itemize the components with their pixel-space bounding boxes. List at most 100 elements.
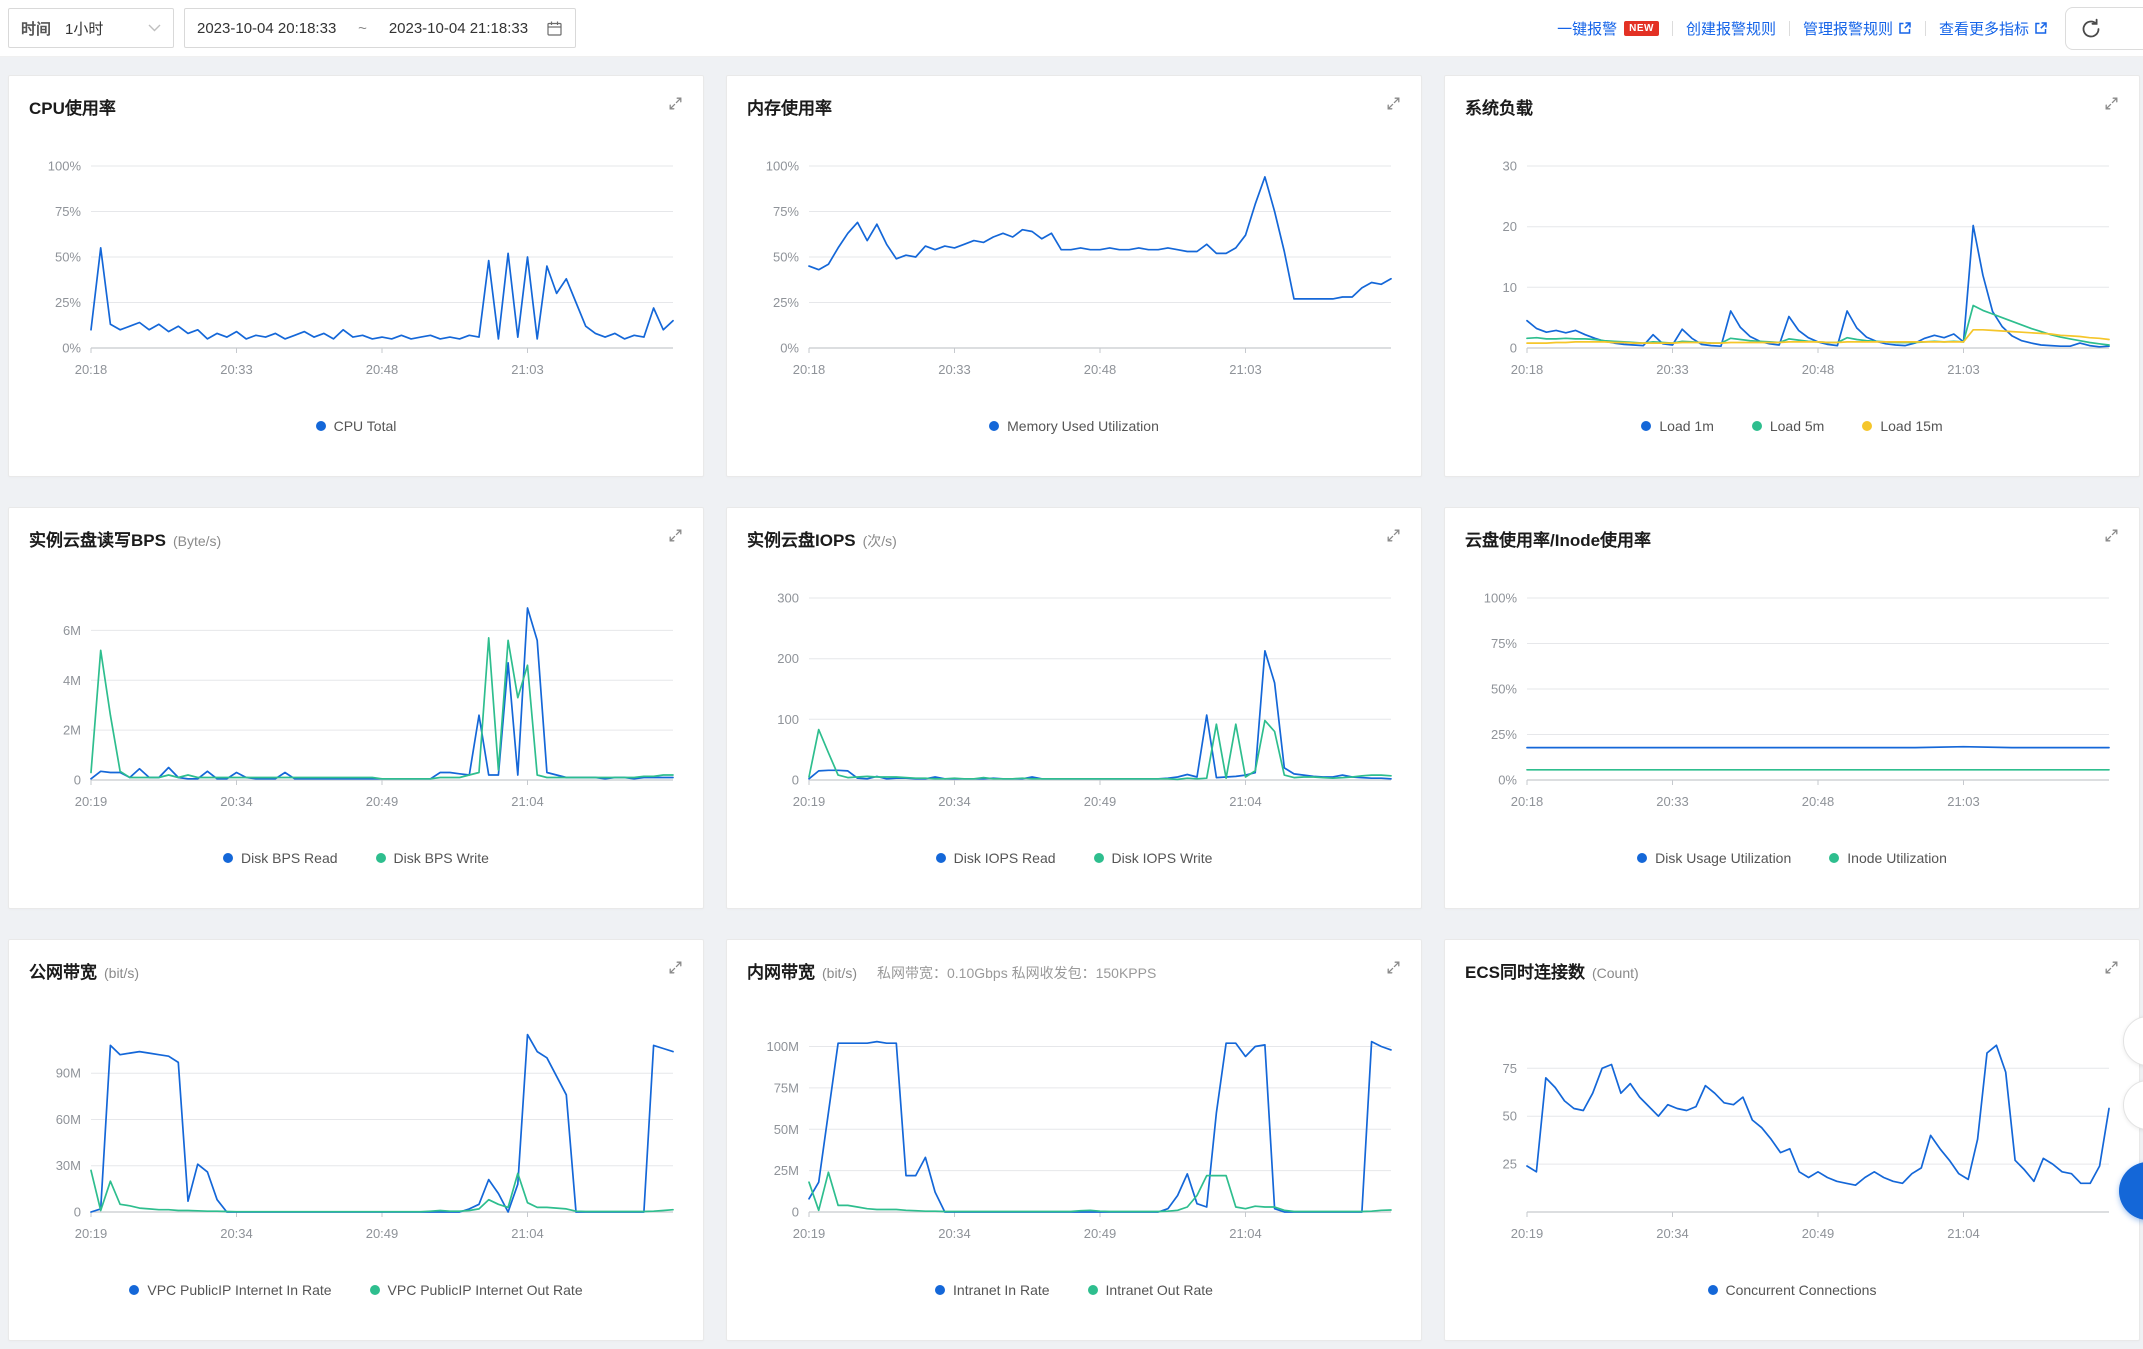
svg-text:60M: 60M bbox=[56, 1112, 81, 1127]
ecs-connections-chart[interactable]: 25 50 75 20:19 20:34 20:49 21:04 bbox=[1465, 994, 2119, 1266]
legend-label: Concurrent Connections bbox=[1725, 1282, 1877, 1298]
refresh-icon bbox=[2082, 18, 2100, 37]
legend-item[interactable]: Memory Used Utilization bbox=[989, 418, 1159, 434]
legend-item[interactable]: Intranet In Rate bbox=[935, 1282, 1050, 1298]
one-click-alarm-link[interactable]: 一键报警 bbox=[1557, 20, 1618, 38]
svg-text:50%: 50% bbox=[1491, 682, 1517, 697]
date-end: 2023-10-04 21:18:33 bbox=[388, 19, 529, 37]
legend-dot bbox=[1641, 421, 1652, 431]
svg-text:21:03: 21:03 bbox=[1947, 362, 1980, 377]
svg-text:20:48: 20:48 bbox=[1802, 362, 1835, 377]
svg-text:200: 200 bbox=[777, 651, 799, 666]
memory-usage-chart[interactable]: 0% 25% 50% 75% 100% 20:18 20:33 20:48 21:03 bbox=[747, 130, 1401, 402]
public-bandwidth-chart[interactable]: 0 30M 60M 90M 20:19 20:34 20:49 21:04 bbox=[29, 994, 683, 1266]
legend-label: Disk Usage Utilization bbox=[1655, 850, 1792, 866]
time-range-select[interactable]: 时间 1小时 bbox=[8, 8, 174, 48]
chart-card-system-load: 系统负载 0 10 20 30 20:18 20:33 20:48 21:03 Load 1m… bbox=[1444, 75, 2140, 477]
expand-icon[interactable] bbox=[1386, 96, 1401, 111]
svg-text:20:34: 20:34 bbox=[938, 794, 971, 809]
chart-card-memory-usage: 内存使用率 0% 25% 50% 75% 100% 20:18 20:33 20:48 21:0… bbox=[726, 75, 1422, 477]
svg-text:20:33: 20:33 bbox=[1656, 794, 1689, 809]
svg-text:21:04: 21:04 bbox=[511, 1226, 544, 1241]
expand-icon[interactable] bbox=[2104, 96, 2119, 111]
svg-text:100: 100 bbox=[777, 712, 799, 727]
legend-dot bbox=[129, 1285, 140, 1295]
svg-text:20:34: 20:34 bbox=[220, 794, 253, 809]
svg-text:0%: 0% bbox=[62, 341, 81, 356]
system-load-chart[interactable]: 0 10 20 30 20:18 20:33 20:48 21:03 bbox=[1465, 130, 2119, 402]
svg-text:21:04: 21:04 bbox=[1229, 794, 1262, 809]
legend-label: Disk BPS Read bbox=[241, 850, 338, 866]
legend-dot bbox=[989, 421, 1000, 431]
cpu-usage-chart[interactable]: 0% 25% 50% 75% 100% 20:18 20:33 20:48 21:03 bbox=[29, 130, 683, 402]
legend-label: Load 5m bbox=[1769, 418, 1825, 434]
svg-text:100%: 100% bbox=[766, 159, 800, 174]
time-value: 1小时 bbox=[65, 20, 104, 38]
date-range-picker[interactable]: 2023-10-04 20:18:33 ~ 2023-10-04 21:18:3… bbox=[184, 8, 576, 48]
expand-icon[interactable] bbox=[668, 96, 683, 111]
legend-dot bbox=[375, 853, 386, 863]
legend-item[interactable]: Load 5m bbox=[1751, 418, 1825, 434]
legend-item[interactable]: VPC PublicIP Internet Out Rate bbox=[369, 1282, 583, 1298]
svg-text:0%: 0% bbox=[1498, 773, 1517, 788]
expand-icon[interactable] bbox=[1386, 528, 1401, 543]
legend-dot bbox=[1637, 853, 1648, 863]
expand-icon[interactable] bbox=[2104, 960, 2119, 975]
disk-usage-inode-chart[interactable]: 0% 25% 50% 75% 100% 20:18 20:33 20:48 21:03 bbox=[1465, 562, 2119, 834]
expand-icon[interactable] bbox=[2104, 528, 2119, 543]
legend-dot bbox=[1829, 853, 1840, 863]
create-alarm-rule-link[interactable]: 创建报警规则 bbox=[1685, 20, 1776, 38]
legend-label: Load 15m bbox=[1880, 418, 1943, 434]
legend-item[interactable]: Load 15m bbox=[1862, 418, 1943, 434]
svg-text:10: 10 bbox=[1503, 280, 1517, 295]
svg-text:20:49: 20:49 bbox=[366, 1226, 399, 1241]
legend-item[interactable]: CPU Total bbox=[315, 418, 396, 434]
svg-text:20:19: 20:19 bbox=[793, 794, 826, 809]
svg-text:20:49: 20:49 bbox=[366, 794, 399, 809]
chart-title: 公网带宽 bbox=[29, 963, 97, 982]
expand-icon[interactable] bbox=[668, 528, 683, 543]
legend-label: VPC PublicIP Internet Out Rate bbox=[387, 1282, 583, 1298]
legend-item[interactable]: Load 1m bbox=[1641, 418, 1714, 434]
intranet-bandwidth-chart[interactable]: 0 25M 50M 75M 100M 20:19 20:34 20:49 21:04 bbox=[747, 994, 1401, 1266]
svg-text:20:49: 20:49 bbox=[1084, 794, 1117, 809]
legend-item[interactable]: Intranet Out Rate bbox=[1087, 1282, 1213, 1298]
manage-alarm-rule-link[interactable]: 管理报警规则 bbox=[1803, 18, 1912, 39]
chart-title: 实例云盘读写BPS bbox=[29, 531, 166, 550]
disk-bps-chart[interactable]: 0 2M 4M 6M 20:19 20:34 20:49 21:04 bbox=[29, 562, 683, 834]
legend-dot bbox=[1751, 421, 1762, 431]
svg-text:75%: 75% bbox=[773, 204, 799, 219]
chart-title: 内网带宽 bbox=[747, 963, 815, 982]
legend-item[interactable]: Disk BPS Write bbox=[375, 850, 489, 866]
svg-text:30: 30 bbox=[1503, 159, 1517, 174]
dashboard-grid: CPU使用率 0% 25% 50% 75% 100% 20:18 20:33 20:48 21:… bbox=[0, 57, 2143, 1349]
svg-text:20:19: 20:19 bbox=[75, 1226, 108, 1241]
svg-text:0: 0 bbox=[792, 773, 799, 788]
legend-item[interactable]: Inode Utilization bbox=[1829, 850, 1947, 866]
legend-item[interactable]: Disk BPS Read bbox=[223, 850, 338, 866]
svg-text:21:03: 21:03 bbox=[1947, 794, 1980, 809]
svg-text:300: 300 bbox=[777, 591, 799, 606]
legend-item[interactable]: VPC PublicIP Internet In Rate bbox=[129, 1282, 332, 1298]
legend-item[interactable]: Disk Usage Utilization bbox=[1637, 850, 1791, 866]
svg-text:0: 0 bbox=[74, 1205, 81, 1220]
disk-iops-chart[interactable]: 0 100 200 300 20:19 20:34 20:49 21:04 bbox=[747, 562, 1401, 834]
refresh-button[interactable] bbox=[2065, 7, 2143, 50]
chart-title: 内存使用率 bbox=[747, 99, 832, 118]
svg-text:20:33: 20:33 bbox=[1656, 362, 1689, 377]
chart-card-public-bandwidth: 公网带宽 (bit/s) 0 30M 60M 90M 20:19 20:34 20:49 21… bbox=[8, 939, 704, 1341]
svg-text:100%: 100% bbox=[1484, 591, 1518, 606]
svg-text:0%: 0% bbox=[780, 341, 799, 356]
expand-icon[interactable] bbox=[1386, 960, 1401, 975]
legend-item[interactable]: Concurrent Connections bbox=[1707, 1282, 1877, 1298]
expand-icon[interactable] bbox=[668, 960, 683, 975]
chart-legend: Concurrent Connections bbox=[1465, 1282, 2119, 1298]
chart-legend: Load 1m Load 5m Load 15m bbox=[1465, 418, 2119, 434]
svg-text:20:18: 20:18 bbox=[1511, 794, 1544, 809]
svg-text:20:48: 20:48 bbox=[1084, 362, 1117, 377]
chart-legend: VPC PublicIP Internet In Rate VPC PublicI… bbox=[29, 1282, 683, 1298]
legend-item[interactable]: Disk IOPS Write bbox=[1093, 850, 1212, 866]
view-more-metrics-link[interactable]: 查看更多指标 bbox=[1939, 18, 2048, 39]
legend-item[interactable]: Disk IOPS Read bbox=[935, 850, 1056, 866]
svg-text:21:04: 21:04 bbox=[1229, 1226, 1262, 1241]
